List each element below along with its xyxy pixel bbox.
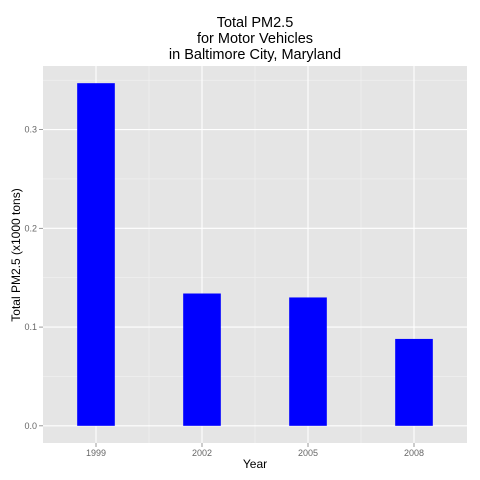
- y-axis-ticks: 0.0 0.1 0.2 0.3: [24, 125, 43, 431]
- chart-title-line-3: in Baltimore City, Maryland: [169, 47, 341, 63]
- bar-2008: [395, 338, 433, 426]
- chart-title-line-2: for Motor Vehicles: [197, 31, 313, 47]
- y-tick-label: 0.2: [24, 223, 37, 233]
- y-tick-label: 0.0: [24, 421, 37, 431]
- x-tick-label: 1999: [86, 448, 106, 458]
- x-axis-ticks: 1999 2002 2005 2008: [86, 443, 424, 458]
- y-tick-label: 0.1: [24, 322, 37, 332]
- y-tick-label: 0.3: [24, 125, 37, 135]
- x-tick-label: 2002: [192, 448, 212, 458]
- chart-title-line-1: Total PM2.5: [217, 15, 294, 31]
- x-axis-title: Year: [243, 457, 267, 471]
- bar-2002: [183, 293, 221, 426]
- x-tick-label: 2005: [298, 448, 318, 458]
- y-axis-title: Total PM2.5 (x1000 tons): [9, 188, 23, 321]
- bar-1999: [77, 83, 115, 426]
- bar-series: [77, 83, 433, 426]
- bar-2005: [289, 297, 327, 426]
- x-tick-label: 2008: [404, 448, 424, 458]
